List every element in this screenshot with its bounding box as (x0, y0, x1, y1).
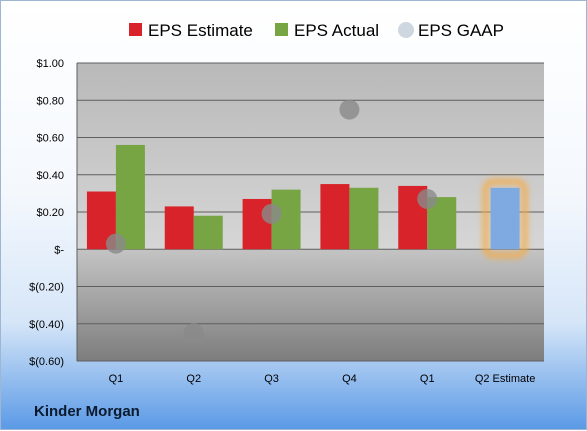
eps-actual-bar (115, 144, 145, 250)
x-tick-label: Q1 (420, 373, 435, 385)
plot-positive-region (77, 63, 544, 250)
highlight-glow (482, 178, 529, 259)
y-tick-label: $(0.60) (29, 356, 64, 368)
y-tick-label: $1.00 (36, 58, 64, 70)
x-axis-ticks: Q1 Q2 Q3 Q4 Q1 Q2 Estimate (109, 373, 536, 385)
plot-negative-region (77, 249, 544, 361)
y-tick-label: $0.40 (36, 170, 64, 182)
eps-estimate-highlight-bar (490, 187, 520, 250)
eps-estimate-bar (320, 184, 350, 250)
bars (86, 144, 529, 259)
legend-label: EPS Actual (294, 21, 379, 40)
y-tick-label: $(0.40) (29, 319, 64, 331)
y-axis-ticks: $1.00 $0.80 $0.60 $0.40 $0.20 $- $(0.20) $(0.40… (29, 58, 64, 368)
y-tick-label: $0.20 (36, 207, 64, 219)
plot-area (77, 63, 544, 361)
eps-actual-bar (349, 187, 379, 250)
legend-gaap-marker (398, 22, 414, 38)
eps-gaap-marker (183, 323, 204, 344)
eps-gaap-marker (105, 233, 126, 254)
x-tick-label: Q1 (109, 373, 124, 385)
x-tick-label: Q3 (264, 373, 279, 385)
gaap-markers (105, 99, 438, 344)
eps-gaap-marker (339, 99, 360, 120)
legend-estimate-swatch (129, 23, 142, 36)
x-tick-label: Q4 (342, 373, 357, 385)
legend-label: EPS GAAP (418, 21, 504, 40)
y-tick-label: $0.80 (36, 95, 64, 107)
y-tick-label: $- (54, 244, 64, 256)
x-tick-label: Q2 (186, 373, 201, 385)
eps-gaap-marker (261, 203, 282, 224)
y-tick-label: $(0.20) (29, 282, 64, 294)
legend-actual-swatch (275, 23, 288, 36)
x-tick-label: Q2 Estimate (475, 373, 536, 385)
company-label: Kinder Morgan (34, 403, 140, 420)
gridlines (76, 62, 544, 362)
legend-label: EPS Estimate (148, 21, 253, 40)
eps-actual-bar (193, 215, 223, 250)
y-tick-label: $0.60 (36, 133, 64, 145)
legend: EPS Estimate EPS Actual EPS GAAP (129, 21, 504, 40)
eps-estimate-bar (164, 206, 194, 250)
eps-gaap-marker (417, 188, 438, 209)
